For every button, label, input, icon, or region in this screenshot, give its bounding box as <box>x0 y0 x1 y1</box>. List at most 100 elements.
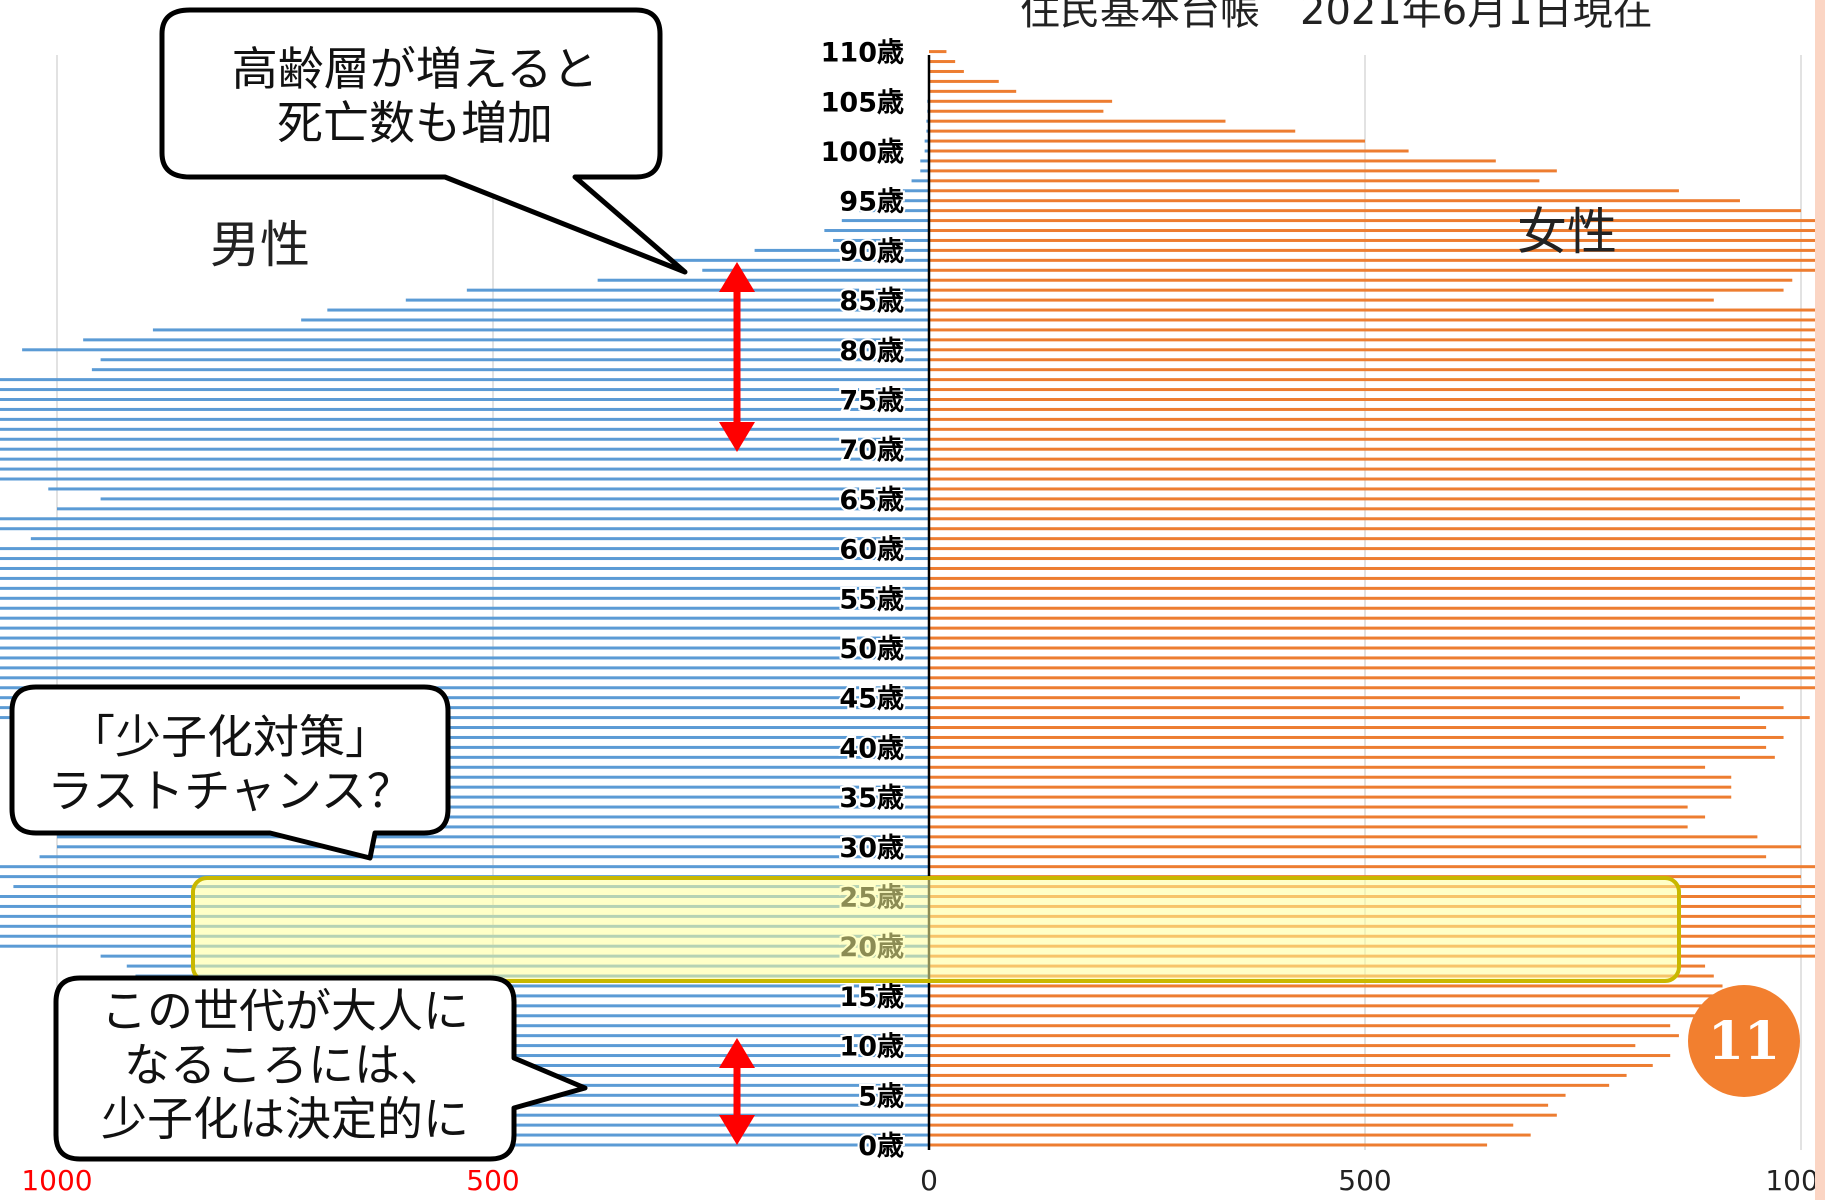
female-bar <box>929 626 1843 630</box>
male-bar <box>91 815 929 819</box>
female-bar <box>929 338 1843 342</box>
callout-generation-line-3: 少子化は決定的に <box>101 1092 469 1146</box>
female-bar <box>929 179 1540 183</box>
callout-elderly-line-1: 高齢層が増えると <box>231 42 599 96</box>
overlays <box>9 7 1681 1162</box>
female-bar <box>929 79 999 83</box>
male-bar <box>266 1083 929 1087</box>
male-bar <box>0 427 929 431</box>
male-bar <box>0 557 930 561</box>
callout-generation-line-2: なるころには、 <box>124 1038 446 1092</box>
male-bar <box>83 338 929 342</box>
female-bar <box>929 229 1843 233</box>
male-bar <box>0 417 929 421</box>
male-bar <box>0 606 930 610</box>
age-tick-label: 70歳 <box>839 435 904 466</box>
male-bar <box>924 149 929 153</box>
age-tick-label: 10歳 <box>839 1032 904 1063</box>
male-bar <box>144 994 929 998</box>
age-labels: 0歳5歳10歳15歳20歳25歳30歳35歳40歳45歳50歳55歳60歳65歳… <box>819 36 906 1164</box>
male-bar <box>57 507 929 511</box>
female-bar <box>929 189 1679 193</box>
female-bar <box>929 666 1843 670</box>
male-bar <box>196 1073 929 1077</box>
male-bar <box>0 388 930 392</box>
female-bar <box>929 1024 1671 1028</box>
male-bar <box>0 666 929 670</box>
male-bar <box>0 517 929 521</box>
male-bar <box>0 477 930 481</box>
callout-elderly-bubble <box>159 7 688 275</box>
female-bar <box>929 407 1843 411</box>
female-bar <box>929 775 1732 779</box>
male-bar <box>83 755 929 759</box>
male-bar <box>57 726 929 730</box>
male-bar <box>292 1103 929 1107</box>
male-bar <box>275 1133 929 1137</box>
male-label: 男性 <box>210 216 310 274</box>
male-bar <box>0 447 929 451</box>
female-bar <box>929 388 1843 392</box>
female-bar <box>929 1063 1653 1067</box>
male-bar <box>0 716 929 720</box>
male-bar <box>318 1123 930 1127</box>
age-tick-label: 80歳 <box>839 336 904 367</box>
female-bar <box>929 805 1688 809</box>
male-bar <box>841 219 929 223</box>
male-bar <box>152 1004 930 1008</box>
female-bar <box>929 129 1296 133</box>
female-bar <box>929 89 1017 93</box>
female-bar <box>929 507 1843 511</box>
age-tick-label: 45歳 <box>839 684 904 715</box>
age-tick-label: 110歳 <box>821 38 904 69</box>
male-bar <box>161 1024 929 1028</box>
female-bar <box>929 606 1843 610</box>
female-bar <box>929 139 1365 143</box>
source-caption: 住民基本台帳 2021年6月1日現在 <box>1020 0 1653 34</box>
x-tick-label-female: 0 <box>920 1164 938 1197</box>
female-bar <box>929 557 1843 561</box>
female-bar <box>929 646 1843 650</box>
male-bar <box>22 348 930 352</box>
male-bar <box>0 437 929 441</box>
x-tick-label-male: 1000 <box>21 1164 92 1197</box>
age-tick-label: 15歳 <box>839 982 904 1013</box>
female-bar <box>929 845 1801 849</box>
female-bar <box>929 576 1843 580</box>
age-tick-label: 100歳 <box>821 137 904 168</box>
female-bar <box>929 60 956 64</box>
female-bar <box>929 636 1843 640</box>
female-bar <box>929 199 1740 203</box>
male-bar <box>926 129 929 133</box>
female-bar <box>929 487 1843 491</box>
female-bar <box>929 348 1843 352</box>
male-bar <box>0 646 929 650</box>
female-bar <box>929 984 1723 988</box>
male-bar <box>924 139 929 143</box>
male-bar <box>13 735 929 739</box>
male-bar <box>0 865 930 869</box>
female-bar <box>929 686 1843 690</box>
female-bar <box>929 119 1226 123</box>
double-arrow-children <box>719 1038 755 1145</box>
male-bar <box>859 209 929 213</box>
age-tick-label: 0歳 <box>858 1131 904 1162</box>
page-number-badge: 11 <box>1688 985 1800 1097</box>
age-tick-label: 35歳 <box>839 783 904 814</box>
age-tick-label: 60歳 <box>839 535 904 566</box>
male-bar <box>0 656 929 660</box>
female-bar <box>929 745 1767 749</box>
female-bar <box>929 1054 1671 1058</box>
female-bar <box>929 467 1843 471</box>
male-bar <box>894 199 929 203</box>
female-bar <box>929 278 1793 282</box>
female-bar <box>929 288 1784 292</box>
male-bar <box>597 278 929 282</box>
male-bar <box>57 835 929 839</box>
male-bar <box>170 1054 930 1058</box>
female-bar <box>929 1004 1732 1008</box>
female-bar <box>929 1103 1549 1107</box>
female-bar <box>929 248 1843 252</box>
male-bar <box>91 368 929 372</box>
